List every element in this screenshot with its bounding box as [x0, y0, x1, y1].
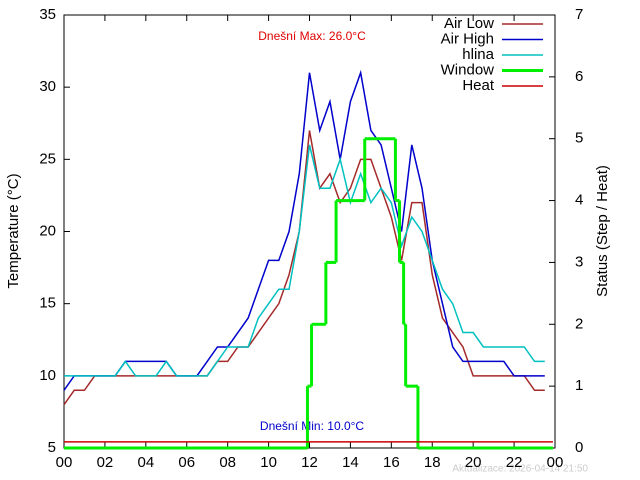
y2-tick-label: 6 [575, 68, 583, 85]
x-tick-label: 18 [424, 454, 441, 471]
y2-axis-label: Status (Step / Heat) [594, 165, 611, 297]
y2-tick-label: 1 [575, 377, 583, 394]
x-tick-label: 00 [56, 454, 73, 471]
x-tick-label: 22 [506, 454, 523, 471]
x-tick-label: 00 [547, 454, 564, 471]
x-tick-label: 14 [342, 454, 359, 471]
y-tick-label: 20 [39, 222, 56, 239]
x-tick-label: 20 [465, 454, 482, 471]
legend-label: Window [441, 61, 495, 78]
x-tick-label: 10 [260, 454, 277, 471]
updated-note: Aktualizace: 2026-04-14 21:50 [452, 464, 588, 475]
legend-label: Air Low [444, 15, 494, 32]
y2-tick-label: 2 [575, 315, 583, 332]
series-line [64, 144, 545, 377]
y-tick-label: 25 [39, 150, 56, 167]
y-tick-label: 5 [48, 439, 56, 456]
x-tick-label: 08 [219, 454, 236, 471]
min-annotation: Dnešní Min: 10.0°C [260, 419, 365, 433]
x-tick-label: 16 [383, 454, 400, 471]
legend-label: Air High [441, 30, 494, 47]
y-tick-label: 15 [39, 295, 56, 312]
y2-tick-label: 7 [575, 6, 583, 23]
series-line [63, 130, 545, 406]
y2-tick-label: 3 [575, 253, 583, 270]
y2-tick-label: 0 [575, 439, 583, 456]
legend-label: hlina [462, 46, 494, 63]
x-tick-label: 02 [97, 454, 114, 471]
series-line [63, 69, 545, 391]
y-axis-label: Temperature (°C) [5, 173, 22, 288]
y-tick-label: 35 [39, 6, 56, 23]
y-tick-label: 30 [39, 78, 56, 95]
x-tick-label: 06 [178, 454, 195, 471]
y-tick-label: 10 [39, 367, 56, 384]
x-tick-label: 04 [137, 454, 154, 471]
max-annotation: Dnešní Max: 26.0°C [258, 29, 366, 43]
y2-tick-label: 5 [575, 130, 583, 147]
legend-label: Heat [462, 77, 495, 94]
y2-tick-label: 4 [575, 192, 583, 209]
x-tick-label: 12 [301, 454, 318, 471]
